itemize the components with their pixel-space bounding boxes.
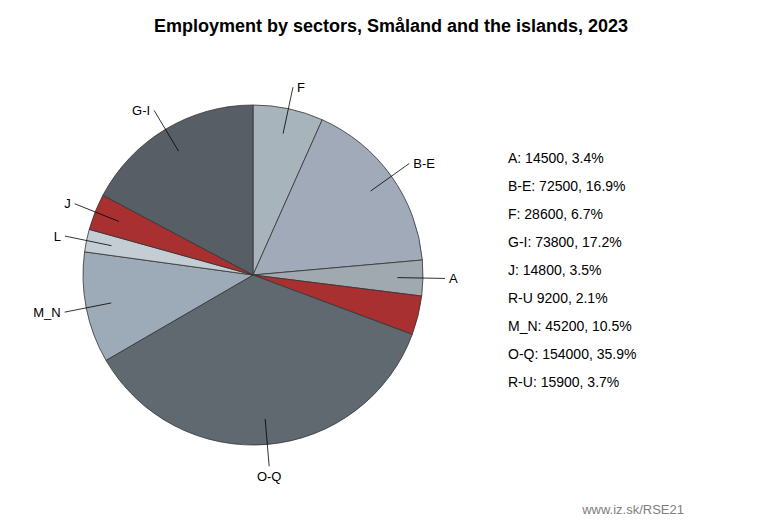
html-text:B-E: 72500, 16.9%: B-E: 72500, 16.9% [508,178,626,194]
svg-text:A: A [449,271,458,286]
html-text:O-Q: 154000, 35.9%: O-Q: 154000, 35.9% [508,346,637,362]
svg-text:M_N: M_N [33,305,60,320]
svg-text:B-E: B-E [413,156,435,171]
html-text:G-I: 73800, 17.2%: G-I: 73800, 17.2% [508,234,622,250]
html-text:A: 14500, 3.4%: A: 14500, 3.4% [508,150,604,166]
html-text:M_N: 45200, 10.5%: M_N: 45200, 10.5% [508,318,632,334]
html-text:J: 14800, 3.5%: J: 14800, 3.5% [508,262,602,278]
svg-text:F: F [297,80,305,95]
html-text:Employment by sectors, Småland: Employment by sectors, Småland and the i… [153,16,629,36]
html-text:www.iz.sk/RSE21: www.iz.sk/RSE21 [582,502,684,517]
html-text:R-U 9200, 2.1%: R-U 9200, 2.1% [508,290,608,306]
html-text:R-U: 15900, 3.7%: R-U: 15900, 3.7% [508,374,620,390]
svg-text:G-I: G-I [132,103,150,118]
html-text:F: 28600, 6.7%: F: 28600, 6.7% [508,206,603,222]
svg-text:O-Q: O-Q [257,469,282,484]
svg-text:J: J [64,196,71,211]
svg-text:L: L [54,229,61,244]
